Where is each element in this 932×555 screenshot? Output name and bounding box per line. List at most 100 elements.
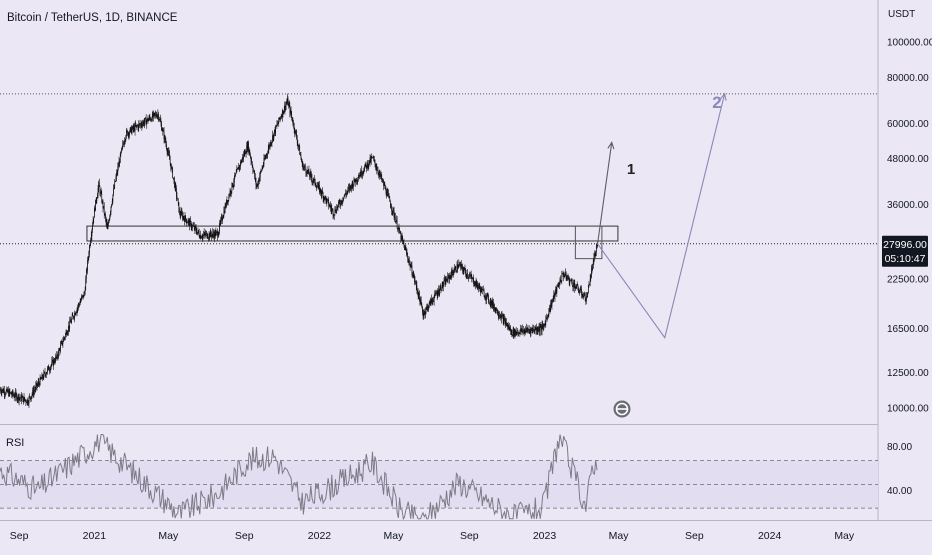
- candle-body: [58, 350, 59, 356]
- candle-body: [280, 118, 281, 119]
- candle-body: [356, 178, 357, 181]
- candle-body: [13, 395, 14, 396]
- candle-body: [1, 391, 2, 392]
- candle-body: [389, 197, 390, 201]
- candle-body: [296, 133, 297, 138]
- candle-body: [538, 330, 539, 331]
- candle-body: [350, 185, 351, 189]
- candle-body: [134, 127, 135, 131]
- candle-body: [524, 330, 525, 333]
- candle-body: [239, 166, 240, 170]
- candle-body: [344, 194, 345, 196]
- candle-body: [355, 178, 356, 182]
- candle-body: [454, 269, 455, 272]
- candle-body: [82, 295, 83, 296]
- chart-overlay-icon[interactable]: [614, 401, 631, 418]
- candle-body: [574, 284, 575, 289]
- candle-body: [116, 173, 117, 177]
- candle-body: [359, 177, 360, 178]
- candle-body: [273, 135, 274, 138]
- candle-body: [18, 395, 19, 398]
- candle-body: [544, 324, 545, 326]
- price-pane[interactable]: [0, 0, 878, 424]
- candle-body: [272, 135, 273, 140]
- candle-body: [52, 360, 53, 361]
- rsi-band: [0, 461, 878, 509]
- candle-body: [409, 261, 410, 262]
- candle-body: [267, 153, 268, 154]
- candle-body: [161, 121, 162, 123]
- candle-body: [183, 216, 184, 218]
- candle-body: [281, 116, 282, 117]
- candle-body: [307, 170, 308, 172]
- candle-body: [111, 207, 112, 212]
- candle-body: [556, 289, 557, 293]
- candle-body: [542, 325, 543, 327]
- candle-body: [435, 293, 436, 294]
- candle-body: [309, 175, 310, 177]
- candle-body: [436, 294, 437, 295]
- candle-body: [431, 299, 432, 305]
- candle-body: [378, 170, 379, 173]
- candle-body: [304, 167, 305, 168]
- candle-body: [423, 312, 424, 317]
- candle-body: [368, 160, 369, 165]
- candle-body: [523, 331, 524, 332]
- candle-body: [41, 379, 42, 380]
- candle-body: [222, 218, 223, 220]
- candle-body: [468, 277, 469, 278]
- candle-body: [5, 394, 6, 395]
- candle-body: [236, 172, 237, 173]
- candle-body: [291, 115, 292, 117]
- candle-body: [126, 130, 127, 136]
- candle-body: [432, 300, 433, 301]
- candle-body: [586, 301, 587, 302]
- candle-body: [138, 126, 139, 129]
- candle-body: [392, 208, 393, 212]
- candle-body: [132, 126, 133, 129]
- candle-body: [544, 326, 545, 327]
- candle-body: [264, 158, 265, 164]
- candle-body: [190, 220, 191, 226]
- candle-body: [256, 178, 257, 185]
- candle-body: [151, 120, 152, 121]
- candle-body: [513, 330, 514, 336]
- candle-body: [330, 205, 331, 206]
- candle-body: [161, 124, 162, 131]
- candle-body: [343, 198, 344, 201]
- candle-body: [376, 168, 377, 170]
- candle-body: [455, 267, 456, 269]
- candle-body: [425, 312, 426, 315]
- candle-body: [577, 286, 578, 290]
- candle-body: [179, 211, 180, 212]
- candle-body: [243, 154, 244, 159]
- candle-body: [315, 179, 316, 185]
- candle-body: [121, 149, 122, 153]
- candle-body: [304, 166, 305, 167]
- candle-body: [15, 392, 16, 397]
- candle-body: [542, 325, 543, 331]
- candle-body: [442, 283, 443, 287]
- candle-body: [528, 329, 529, 331]
- candle-body: [46, 374, 47, 376]
- candle-body: [303, 167, 304, 169]
- candle-body: [77, 309, 78, 312]
- candle-body: [50, 367, 51, 370]
- candle-body: [222, 217, 223, 220]
- candle-body: [103, 201, 104, 208]
- candle-body: [48, 366, 49, 370]
- candle-body: [587, 296, 588, 297]
- candle-body: [529, 330, 530, 331]
- candle-body: [40, 377, 41, 385]
- candle-body: [462, 264, 463, 266]
- candle-body: [497, 309, 498, 314]
- candle-body: [175, 184, 176, 187]
- symbol-title[interactable]: Bitcoin / TetherUS, 1D, BINANCE: [7, 12, 178, 24]
- candle-body: [581, 289, 582, 294]
- candle-body: [117, 173, 118, 174]
- candle-body: [200, 235, 201, 238]
- last-price-badge: 27996.00 05:10:47: [882, 236, 928, 267]
- candle-body: [403, 240, 404, 243]
